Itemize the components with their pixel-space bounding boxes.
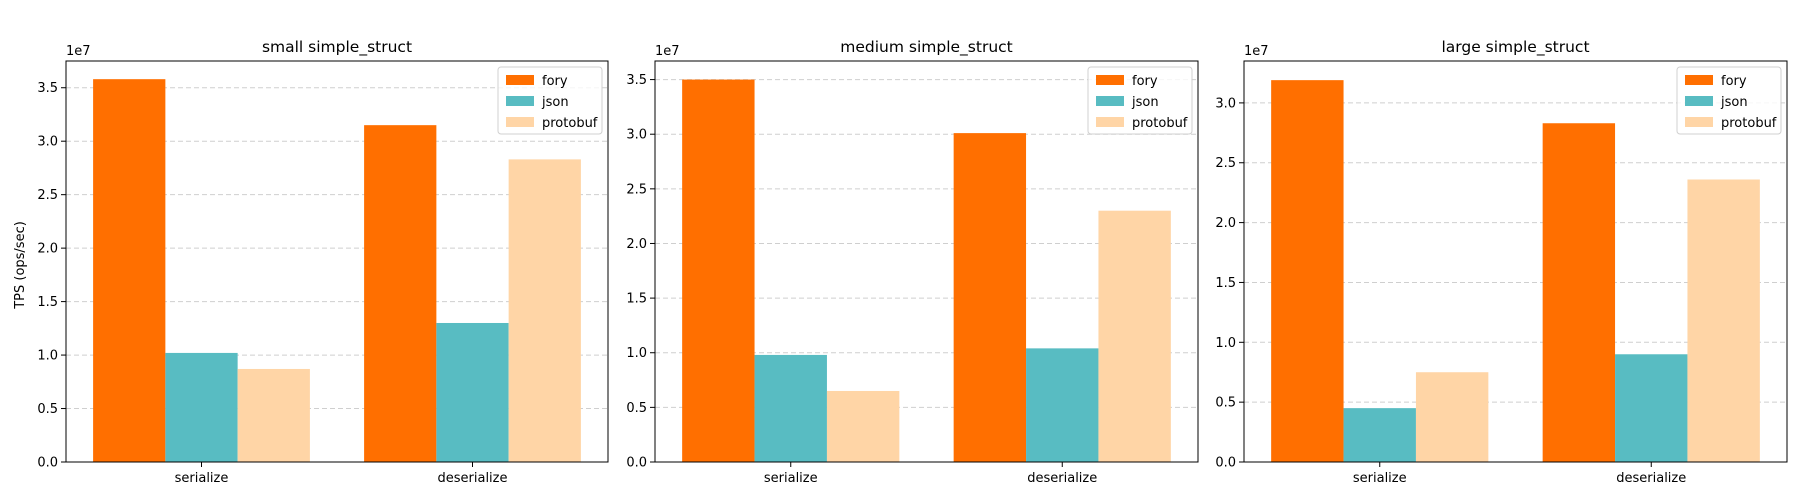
bar-json-serialize	[1343, 408, 1416, 462]
bar-fory-deserialize	[364, 125, 437, 462]
legend-label-json: json	[541, 95, 569, 110]
legend-label-fory: fory	[542, 74, 568, 89]
bar-fory-serialize	[93, 79, 166, 463]
y-offset-label: 1e7	[66, 44, 91, 59]
legend-label-fory: fory	[1132, 74, 1158, 89]
legend: fory json protobuf	[1676, 66, 1782, 135]
legend-label-json: json	[1131, 95, 1159, 110]
y-tick-label: 2.0	[37, 242, 58, 257]
chart-title: small simple_struct	[262, 38, 412, 57]
bar-protobuf-deserialize	[1687, 179, 1760, 463]
y-tick-label: 3.0	[626, 128, 647, 143]
legend-swatch-protobuf	[1685, 117, 1713, 127]
shared-y-axis-label: TPS (ops/sec)	[13, 221, 28, 310]
bar-protobuf-serialize	[237, 368, 310, 462]
y-offset-label: 1e7	[1244, 44, 1269, 59]
bar-json-deserialize	[436, 322, 509, 462]
y-tick-label: 1.5	[1215, 276, 1236, 291]
y-tick-label: 1.5	[626, 292, 647, 307]
legend-swatch-json	[1685, 96, 1713, 106]
bar-protobuf-serialize	[1415, 372, 1489, 462]
axes-frame	[1243, 60, 1788, 463]
legend: fory json protobuf	[1087, 66, 1193, 135]
y-tick-label: 0.0	[37, 456, 58, 471]
chart-panels: 0.0 0.5 1.0 1.5 2.0 2.5 3.0 3.5 serialize deseria…	[37, 38, 1788, 486]
x-tick-label: serialize	[1353, 471, 1407, 486]
y-tick-label: 1.5	[37, 295, 58, 310]
bar-json-serialize	[754, 354, 827, 462]
y-tick-label: 2.0	[626, 237, 647, 252]
y-tick-label: 1.0	[1215, 336, 1236, 351]
bar-json-serialize	[165, 352, 238, 462]
legend-label-fory: fory	[1721, 74, 1747, 89]
x-tick-label: serialize	[764, 471, 818, 486]
y-tick-label: 2.5	[626, 182, 647, 197]
y-tick-label: 0.5	[37, 402, 58, 417]
bar-fory-deserialize	[1542, 123, 1616, 462]
bar-json-deserialize	[1026, 348, 1099, 462]
x-tick-label: serialize	[175, 471, 229, 486]
y-tick-label: 2.5	[1215, 156, 1236, 171]
y-tick-label: 0.5	[626, 401, 647, 416]
y-tick-label: 2.5	[37, 188, 58, 203]
x-tick-label: deserialize	[1616, 471, 1686, 486]
chart-panel-1: 0.0 0.5 1.0 1.5 2.0 2.5 3.0 3.5 serialize deseria…	[37, 38, 609, 486]
y-tick-label: 1.0	[37, 349, 58, 364]
axes-frame	[654, 60, 1199, 463]
chart-panel-3: 0.0 0.5 1.0 1.5 2.0 2.5 3.0 serialize deserializ…	[1215, 38, 1788, 486]
chart-title: medium simple_struct	[840, 38, 1013, 57]
y-tick-label: 0.5	[1215, 396, 1236, 411]
bar-protobuf-serialize	[826, 390, 900, 462]
legend-swatch-fory	[1685, 75, 1713, 85]
legend-swatch-json	[506, 96, 534, 106]
bar-fory-serialize	[1271, 80, 1344, 463]
y-tick-label: 3.0	[1215, 96, 1236, 111]
bar-json-deserialize	[1615, 354, 1688, 462]
y-tick-label: 3.5	[37, 81, 58, 96]
bar-protobuf-deserialize	[1098, 210, 1171, 462]
legend-label-json: json	[1720, 95, 1748, 110]
y-tick-label: 3.5	[626, 73, 647, 88]
x-tick-label: deserialize	[1027, 471, 1097, 486]
y-tick-label: 1.0	[626, 346, 647, 361]
x-tick-label: deserialize	[438, 471, 508, 486]
bar-fory-deserialize	[953, 133, 1027, 462]
legend-swatch-protobuf	[1096, 117, 1124, 127]
y-offset-label: 1e7	[655, 44, 680, 59]
chart-title: large simple_struct	[1441, 38, 1589, 57]
legend-swatch-fory	[1096, 75, 1124, 85]
legend-label-protobuf: protobuf	[1721, 116, 1777, 131]
y-tick-label: 2.0	[1215, 216, 1236, 231]
legend-swatch-protobuf	[506, 117, 534, 127]
bar-protobuf-deserialize	[508, 159, 581, 462]
chart-panel-2: 0.0 0.5 1.0 1.5 2.0 2.5 3.0 3.5 serialize deseria…	[626, 38, 1199, 486]
y-tick-label: 0.0	[626, 456, 647, 471]
legend-label-protobuf: protobuf	[1132, 116, 1188, 131]
axes-frame	[65, 60, 609, 463]
bar-fory-serialize	[682, 79, 755, 463]
legend-swatch-fory	[506, 75, 534, 85]
legend: fory json protobuf	[497, 66, 603, 135]
y-tick-label: 0.0	[1215, 456, 1236, 471]
legend-swatch-json	[1096, 96, 1124, 106]
y-tick-label: 3.0	[37, 135, 58, 150]
legend-label-protobuf: protobuf	[542, 116, 598, 131]
